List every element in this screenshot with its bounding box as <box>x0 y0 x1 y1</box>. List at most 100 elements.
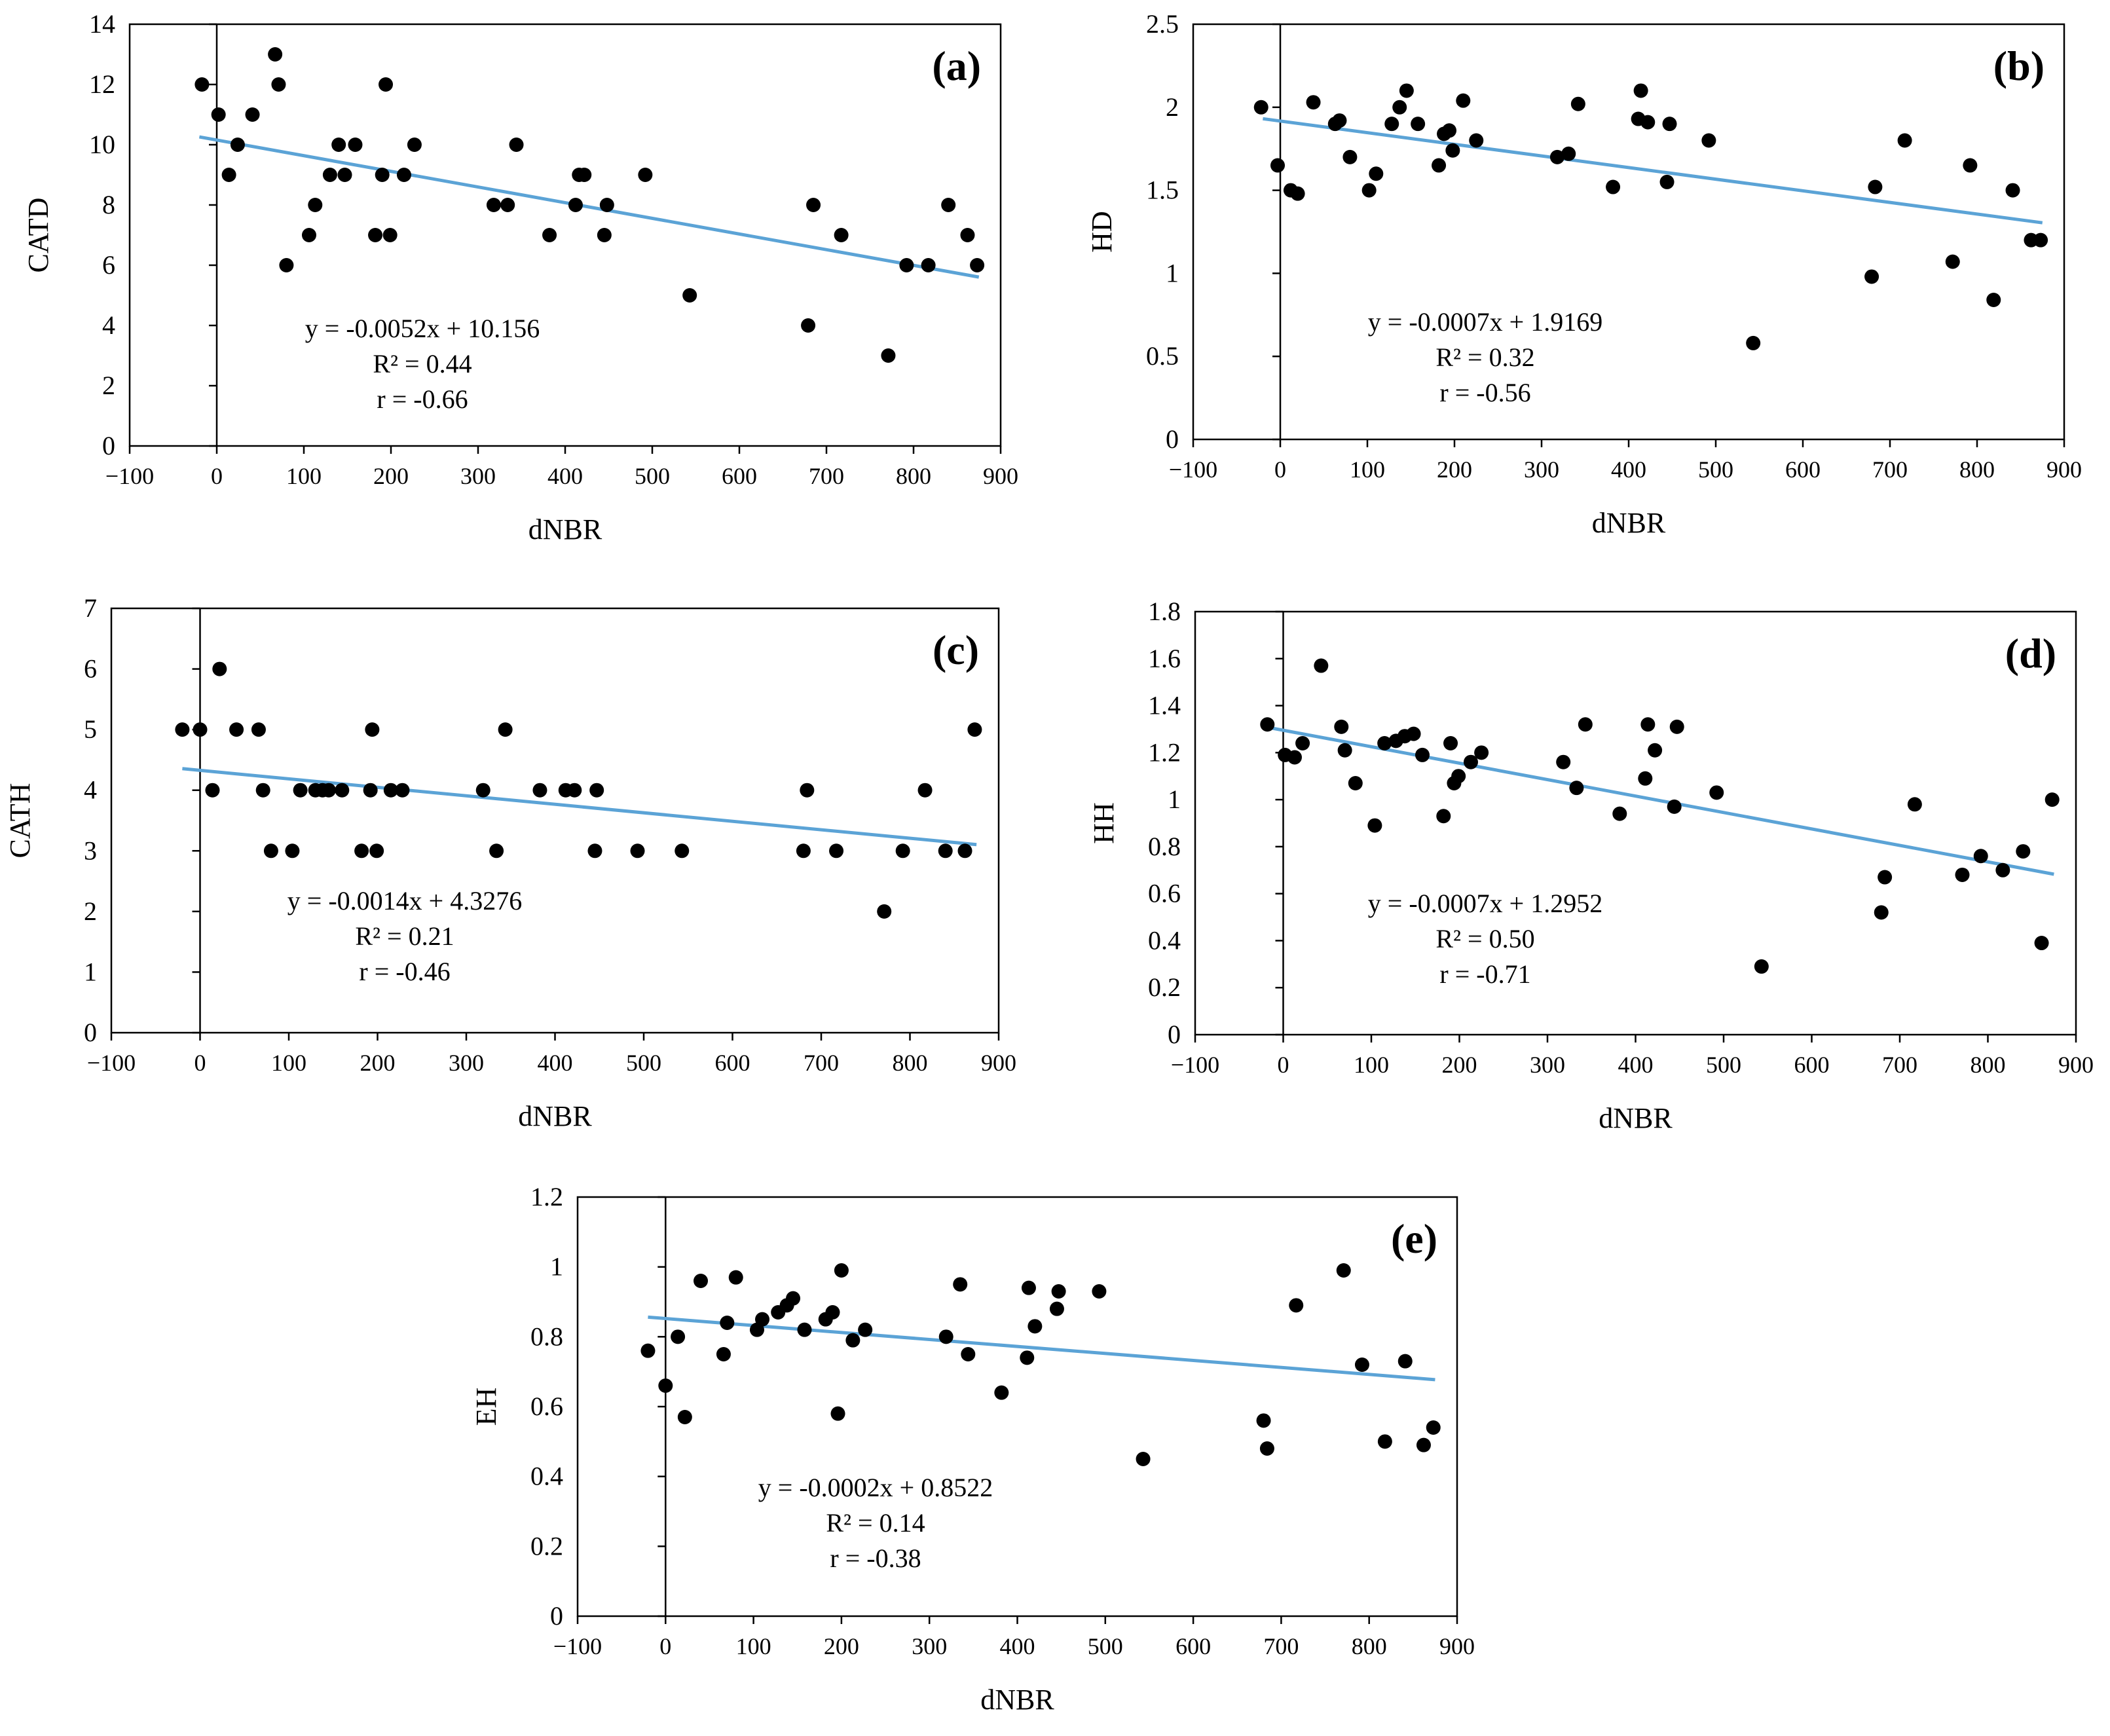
data-point <box>858 1322 873 1337</box>
data-point <box>568 198 583 212</box>
x-tick-label: 700 <box>1872 456 1908 483</box>
x-tick-label: 500 <box>1698 456 1733 483</box>
data-point <box>1411 117 1426 132</box>
y-tick-label: 8 <box>102 190 115 219</box>
x-tick-label: −100 <box>1169 456 1217 483</box>
data-point <box>1648 743 1663 758</box>
data-point <box>1426 1420 1441 1435</box>
data-point <box>1474 745 1489 760</box>
x-tick-label: 300 <box>460 463 496 489</box>
annotation-line-1: y = -0.0002x + 0.8522 <box>758 1473 993 1502</box>
data-point <box>1662 117 1677 132</box>
data-point <box>716 1347 731 1361</box>
data-point <box>1270 158 1286 173</box>
x-tick-label: 100 <box>271 1050 306 1076</box>
data-point <box>1354 1357 1369 1372</box>
data-point <box>1337 743 1352 758</box>
data-point <box>1640 717 1656 732</box>
data-point <box>806 198 821 212</box>
data-point <box>801 318 816 333</box>
annotation-line-1: y = -0.0007x + 1.2952 <box>1368 889 1602 918</box>
y-tick-label: 2 <box>102 371 115 400</box>
data-point <box>1049 1301 1064 1316</box>
data-point <box>1336 1263 1351 1278</box>
data-point <box>212 661 227 676</box>
data-point <box>1556 754 1571 769</box>
data-point <box>2016 844 2031 859</box>
x-tick-label: 100 <box>286 463 322 489</box>
data-point <box>1260 717 1275 732</box>
x-axis-title: dNBR <box>528 513 602 545</box>
data-point <box>829 843 844 859</box>
y-tick-label: 4 <box>84 775 97 805</box>
annotation-line-3: r = -0.38 <box>830 1543 921 1573</box>
y-tick-label: 0 <box>550 1601 563 1631</box>
x-tick-label: −100 <box>553 1633 602 1659</box>
data-point <box>285 843 300 859</box>
annotation-line-2: R² = 0.44 <box>373 349 472 379</box>
y-tick-label: 0.8 <box>530 1321 563 1351</box>
chart-panel-a: −100 0 100 200 300 400 500 600 700 800 900 0 2 4 6 8 10 1… <box>22 9 1018 545</box>
trendline <box>182 767 977 847</box>
x-tick-label: 0 <box>211 463 223 489</box>
data-point <box>354 843 369 859</box>
x-tick-label: 300 <box>449 1050 484 1076</box>
trendline <box>1263 117 2043 225</box>
data-point <box>1021 1280 1036 1295</box>
data-point <box>1669 719 1684 734</box>
data-point <box>1369 166 1384 181</box>
x-tick-label: 600 <box>1785 456 1821 483</box>
data-point <box>577 168 592 182</box>
data-point <box>797 1322 812 1337</box>
y-tick-label: 0 <box>1166 424 1179 454</box>
data-point <box>337 168 352 182</box>
x-axis-title: dNBR <box>518 1100 592 1132</box>
data-point <box>1432 158 1447 173</box>
data-point <box>800 783 815 798</box>
x-tick-label: 100 <box>736 1633 771 1659</box>
data-point <box>1701 133 1716 148</box>
data-point <box>1027 1319 1043 1334</box>
annotation-line-3: r = -0.66 <box>377 384 468 414</box>
x-tick-label: 500 <box>635 463 670 489</box>
data-point <box>2033 232 2048 248</box>
x-tick-label: 200 <box>373 463 409 489</box>
x-tick-label: 300 <box>1530 1052 1565 1078</box>
data-point <box>542 228 557 242</box>
data-point <box>1955 867 1970 882</box>
y-axis-title: EH <box>470 1388 502 1426</box>
data-point <box>671 1329 686 1344</box>
data-point <box>1549 149 1564 164</box>
data-point <box>960 228 975 242</box>
y-tick-label: 1 <box>1166 258 1179 287</box>
data-point <box>587 843 602 859</box>
data-point <box>1259 1441 1274 1456</box>
y-tick-label: 1.2 <box>1148 737 1181 767</box>
data-point <box>331 138 346 152</box>
data-point <box>677 1410 692 1424</box>
data-point <box>1963 158 1978 173</box>
y-tick-label: 10 <box>89 130 115 159</box>
x-tick-label: 800 <box>1971 1052 2006 1078</box>
data-point <box>1469 133 1484 148</box>
y-axis-title: CATD <box>22 198 54 273</box>
data-point <box>1754 959 1769 974</box>
x-tick-label: 700 <box>804 1050 839 1076</box>
data-point <box>1995 862 2010 877</box>
data-point <box>638 168 653 182</box>
data-point <box>1612 806 1627 821</box>
data-point <box>194 77 210 92</box>
data-point <box>1578 717 1593 732</box>
data-point <box>375 168 390 182</box>
annotation-line-2: R² = 0.21 <box>355 921 454 951</box>
y-tick-label: 0.6 <box>530 1392 563 1421</box>
x-tick-label: 0 <box>659 1633 671 1659</box>
data-point <box>1463 754 1478 769</box>
data-point <box>2034 936 2049 951</box>
data-point <box>383 783 398 798</box>
annotation-line-1: y = -0.0014x + 4.3276 <box>287 886 522 915</box>
data-point <box>1897 133 1912 148</box>
x-tick-label: 500 <box>1706 1052 1741 1078</box>
x-tick-label: 700 <box>809 463 844 489</box>
data-point <box>1256 1413 1271 1428</box>
